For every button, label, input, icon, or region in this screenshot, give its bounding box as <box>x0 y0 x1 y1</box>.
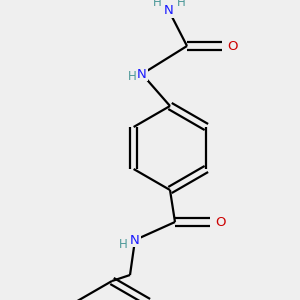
Text: N: N <box>137 68 147 80</box>
Text: H: H <box>153 0 161 10</box>
Text: O: O <box>215 215 225 229</box>
Text: N: N <box>164 4 174 17</box>
Text: H: H <box>128 70 136 83</box>
Text: H: H <box>177 0 185 10</box>
Text: H: H <box>118 238 127 250</box>
Text: O: O <box>227 40 237 52</box>
Text: N: N <box>130 233 140 247</box>
